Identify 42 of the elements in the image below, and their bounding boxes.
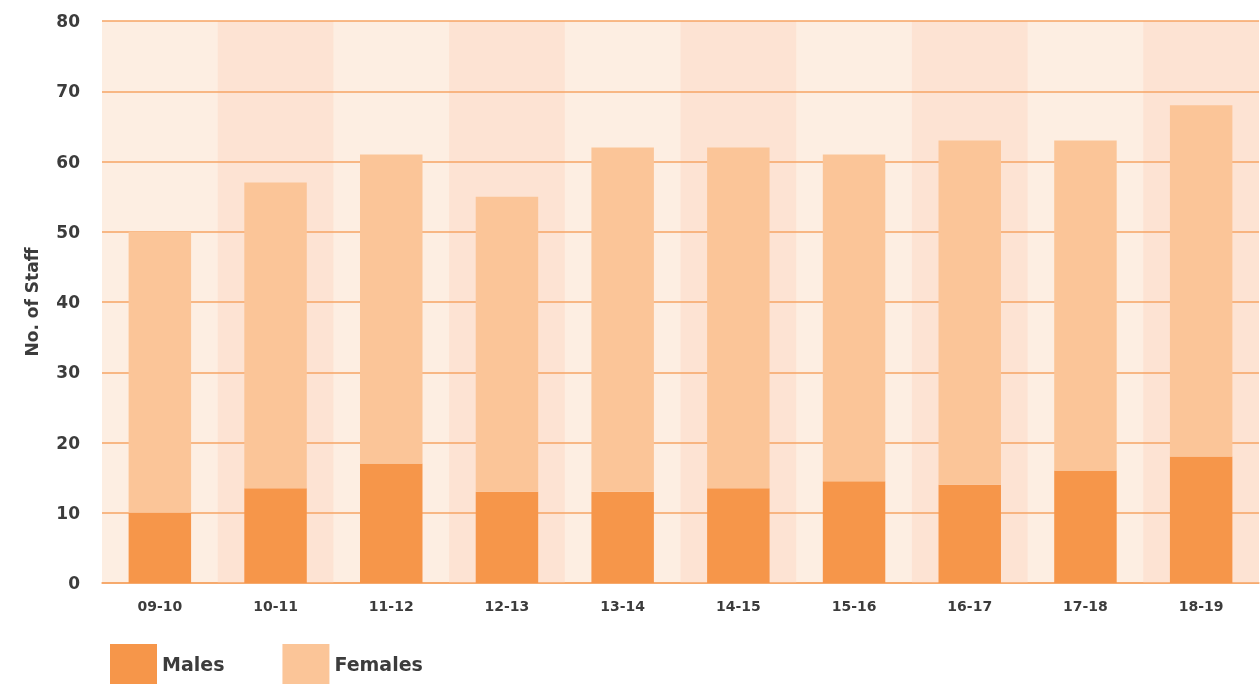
y-tick-label: 80 [56,11,81,31]
x-tick-label: 09-10 [137,598,183,614]
bar [360,463,423,583]
y-tick-label: 40 [56,292,81,312]
bar [360,154,423,464]
x-tick-label: 10-11 [253,598,298,614]
x-tick-label: 13-14 [600,598,646,614]
bar [591,491,654,583]
y-tick-label: 30 [56,362,81,383]
bar [591,147,654,492]
legend-label: Males [162,653,225,675]
bar [822,481,886,583]
y-axis-title: No. of Staff [21,247,42,357]
x-tick-label: 14-15 [715,598,761,614]
bar [1169,456,1233,583]
bar [938,140,1001,485]
bar [244,488,307,583]
bar [1054,140,1117,471]
legend-label: Females [334,653,423,675]
y-tick-label: 70 [56,81,81,102]
y-tick-label: 20 [56,432,81,453]
x-tick-label: 12-13 [484,598,530,614]
bar [1169,105,1233,457]
y-tick-label: 0 [68,573,81,593]
bar [1054,470,1117,583]
bar [707,147,770,489]
x-tick-label: 16-17 [947,598,993,614]
bar [938,484,1001,583]
x-tick-label: 15-16 [831,598,877,614]
bar [244,182,307,489]
x-tick-label: 11-12 [368,598,414,614]
y-tick-label: 50 [56,221,81,242]
bar [822,154,886,482]
y-tick-label: 60 [56,151,81,172]
x-tick-label: 17-18 [1063,598,1108,614]
bar [128,512,192,583]
bar [707,488,770,583]
x-tick-label: 18-19 [1178,598,1224,614]
y-tick-label: 10 [56,502,81,523]
bar [475,196,539,492]
bar [475,491,539,583]
bar [128,231,192,513]
